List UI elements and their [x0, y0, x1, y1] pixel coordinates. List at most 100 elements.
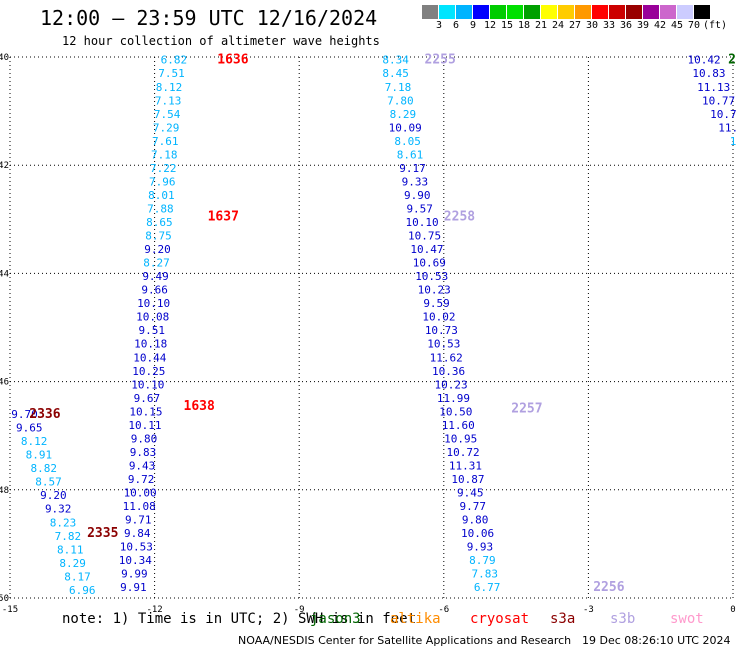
swh-value-s3a: 9.20: [40, 489, 67, 502]
swh-value-s3b: 9.59: [423, 297, 450, 310]
y-tick-label: -50: [0, 594, 9, 604]
swh-value-jason3: 10.42: [688, 54, 721, 67]
swh-value-jason3: 1: [730, 135, 737, 148]
colorbar-swatch: [439, 5, 456, 19]
swh-value-jason3: 11.: [718, 121, 738, 134]
satellite-legend-cryosat: cryosat: [470, 611, 530, 627]
satellite-legend-jason3: jason3: [310, 611, 361, 627]
swh-value-cryosat: 10.44: [133, 351, 166, 364]
swh-value-cryosat: 9.99: [121, 568, 148, 581]
swh-value-cryosat: 10.18: [134, 338, 167, 351]
x-tick-label: -12: [146, 605, 162, 615]
swh-value-s3a: 9.70: [11, 408, 38, 421]
colorbar-swatch: [609, 5, 626, 19]
swh-value-s3a: 8.12: [21, 435, 48, 448]
colorbar-label: 24: [551, 20, 565, 31]
pass-time-label: 2: [728, 53, 736, 68]
colorbar-label: 18: [517, 20, 531, 31]
pass-time-label: 1637: [208, 210, 239, 225]
swh-value-cryosat: 10.25: [132, 365, 165, 378]
satellite-legend-swot: swot: [670, 611, 704, 627]
swh-value-s3a: 9.32: [45, 503, 72, 516]
swh-value-s3b: 9.90: [404, 189, 431, 202]
swh-value-cryosat: 10.10: [137, 297, 170, 310]
y-tick-label: -44: [0, 269, 9, 279]
colorbar-swatch: [643, 5, 660, 19]
swh-value-s3b: 10.23: [434, 378, 467, 391]
colorbar-label: 9: [469, 20, 477, 31]
satellite-legend-altika: altika: [390, 611, 441, 627]
colorbar-swatch: [456, 5, 473, 19]
x-tick-label: 0: [730, 605, 735, 615]
chart-subtitle: 12 hour collection of altimeter wave hei…: [62, 34, 380, 48]
swh-value-cryosat: 9.83: [130, 446, 157, 459]
note-text: note: 1) Time is in UTC; 2) SWH is in fe…: [62, 611, 417, 627]
swh-value-s3b: 10.02: [422, 311, 455, 324]
colorbar-label: 21: [534, 20, 548, 31]
swh-value-s3a: 8.17: [64, 570, 91, 583]
colorbar: [422, 5, 711, 19]
colorbar-swatch: [490, 5, 507, 19]
swh-value-jason3: 10.83: [692, 67, 725, 80]
colorbar-unit: (ft): [703, 20, 728, 31]
swh-value-s3b: 10.75: [408, 230, 441, 243]
y-tick-label: -42: [0, 161, 9, 171]
colorbar-swatch: [507, 5, 524, 19]
colorbar-swatch: [558, 5, 575, 19]
swh-value-cryosat: 9.20: [144, 243, 171, 256]
y-tick-label: -48: [0, 486, 9, 496]
swh-value-cryosat: 11.08: [123, 500, 156, 513]
swh-value-cryosat: 9.67: [134, 392, 161, 405]
swh-value-s3b: 8.34: [382, 54, 409, 67]
colorbar-swatch: [422, 5, 439, 19]
swh-value-cryosat: 10.53: [120, 541, 153, 554]
colorbar-swatch: [626, 5, 643, 19]
swh-value-s3a: 8.82: [30, 462, 57, 475]
pass-time-label: 2257: [511, 402, 542, 417]
colorbar-label: 12: [483, 20, 497, 31]
swh-value-s3b: 8.61: [397, 148, 424, 161]
swh-value-s3b: 10.47: [410, 243, 443, 256]
colorbar-swatch: [592, 5, 609, 19]
pass-time-label: 2256: [593, 580, 624, 595]
x-tick-label: -9: [294, 605, 305, 615]
swh-value-s3a: 9.65: [16, 422, 43, 435]
colorbar-swatch: [575, 5, 592, 19]
swh-value-cryosat: 10.34: [119, 554, 152, 567]
swh-value-cryosat: 7.54: [154, 108, 181, 121]
x-tick-label: -3: [583, 605, 594, 615]
swh-value-s3b: 10.23: [418, 284, 451, 297]
colorbar-label: 42: [653, 20, 667, 31]
pass-time-label: 2336: [29, 407, 60, 422]
swh-value-cryosat: 7.61: [152, 135, 179, 148]
credit-text: NOAA/NESDIS Center for Satellite Applica…: [238, 634, 572, 647]
swh-value-cryosat: 9.91: [120, 581, 147, 594]
swh-value-s3b: 10.69: [413, 257, 446, 270]
pass-time-label: 1636: [217, 53, 248, 68]
swh-value-s3b: 11.62: [430, 351, 463, 364]
swh-value-s3b: 10.50: [439, 405, 472, 418]
swh-value-cryosat: 7.13: [155, 94, 182, 107]
colorbar-label: 3: [435, 20, 443, 31]
swh-value-s3b: 10.06: [461, 527, 494, 540]
swh-value-cryosat: 7.96: [149, 175, 176, 188]
colorbar-swatch: [677, 5, 694, 19]
swh-value-s3b: 7.83: [472, 568, 499, 581]
swh-value-s3b: 10.73: [425, 324, 458, 337]
colorbar-swatch: [524, 5, 541, 19]
swh-value-cryosat: 9.72: [128, 473, 155, 486]
pass-time-label: 2335: [87, 526, 118, 541]
generated-timestamp: 19 Dec 08:26:10 UTC 2024: [582, 634, 731, 647]
colorbar-label: 27: [568, 20, 582, 31]
swh-value-cryosat: 9.71: [125, 514, 152, 527]
colorbar-swatch: [660, 5, 677, 19]
swh-value-s3b: 10.95: [444, 432, 477, 445]
pass-time-label: 1638: [184, 399, 215, 414]
y-tick-label: -46: [0, 378, 9, 388]
pass-time-label: 2258: [444, 210, 475, 225]
swh-value-s3b: 7.80: [387, 94, 414, 107]
swh-value-cryosat: 8.12: [156, 81, 183, 94]
swh-value-s3b: 9.45: [457, 487, 484, 500]
swh-value-cryosat: 9.66: [141, 284, 168, 297]
